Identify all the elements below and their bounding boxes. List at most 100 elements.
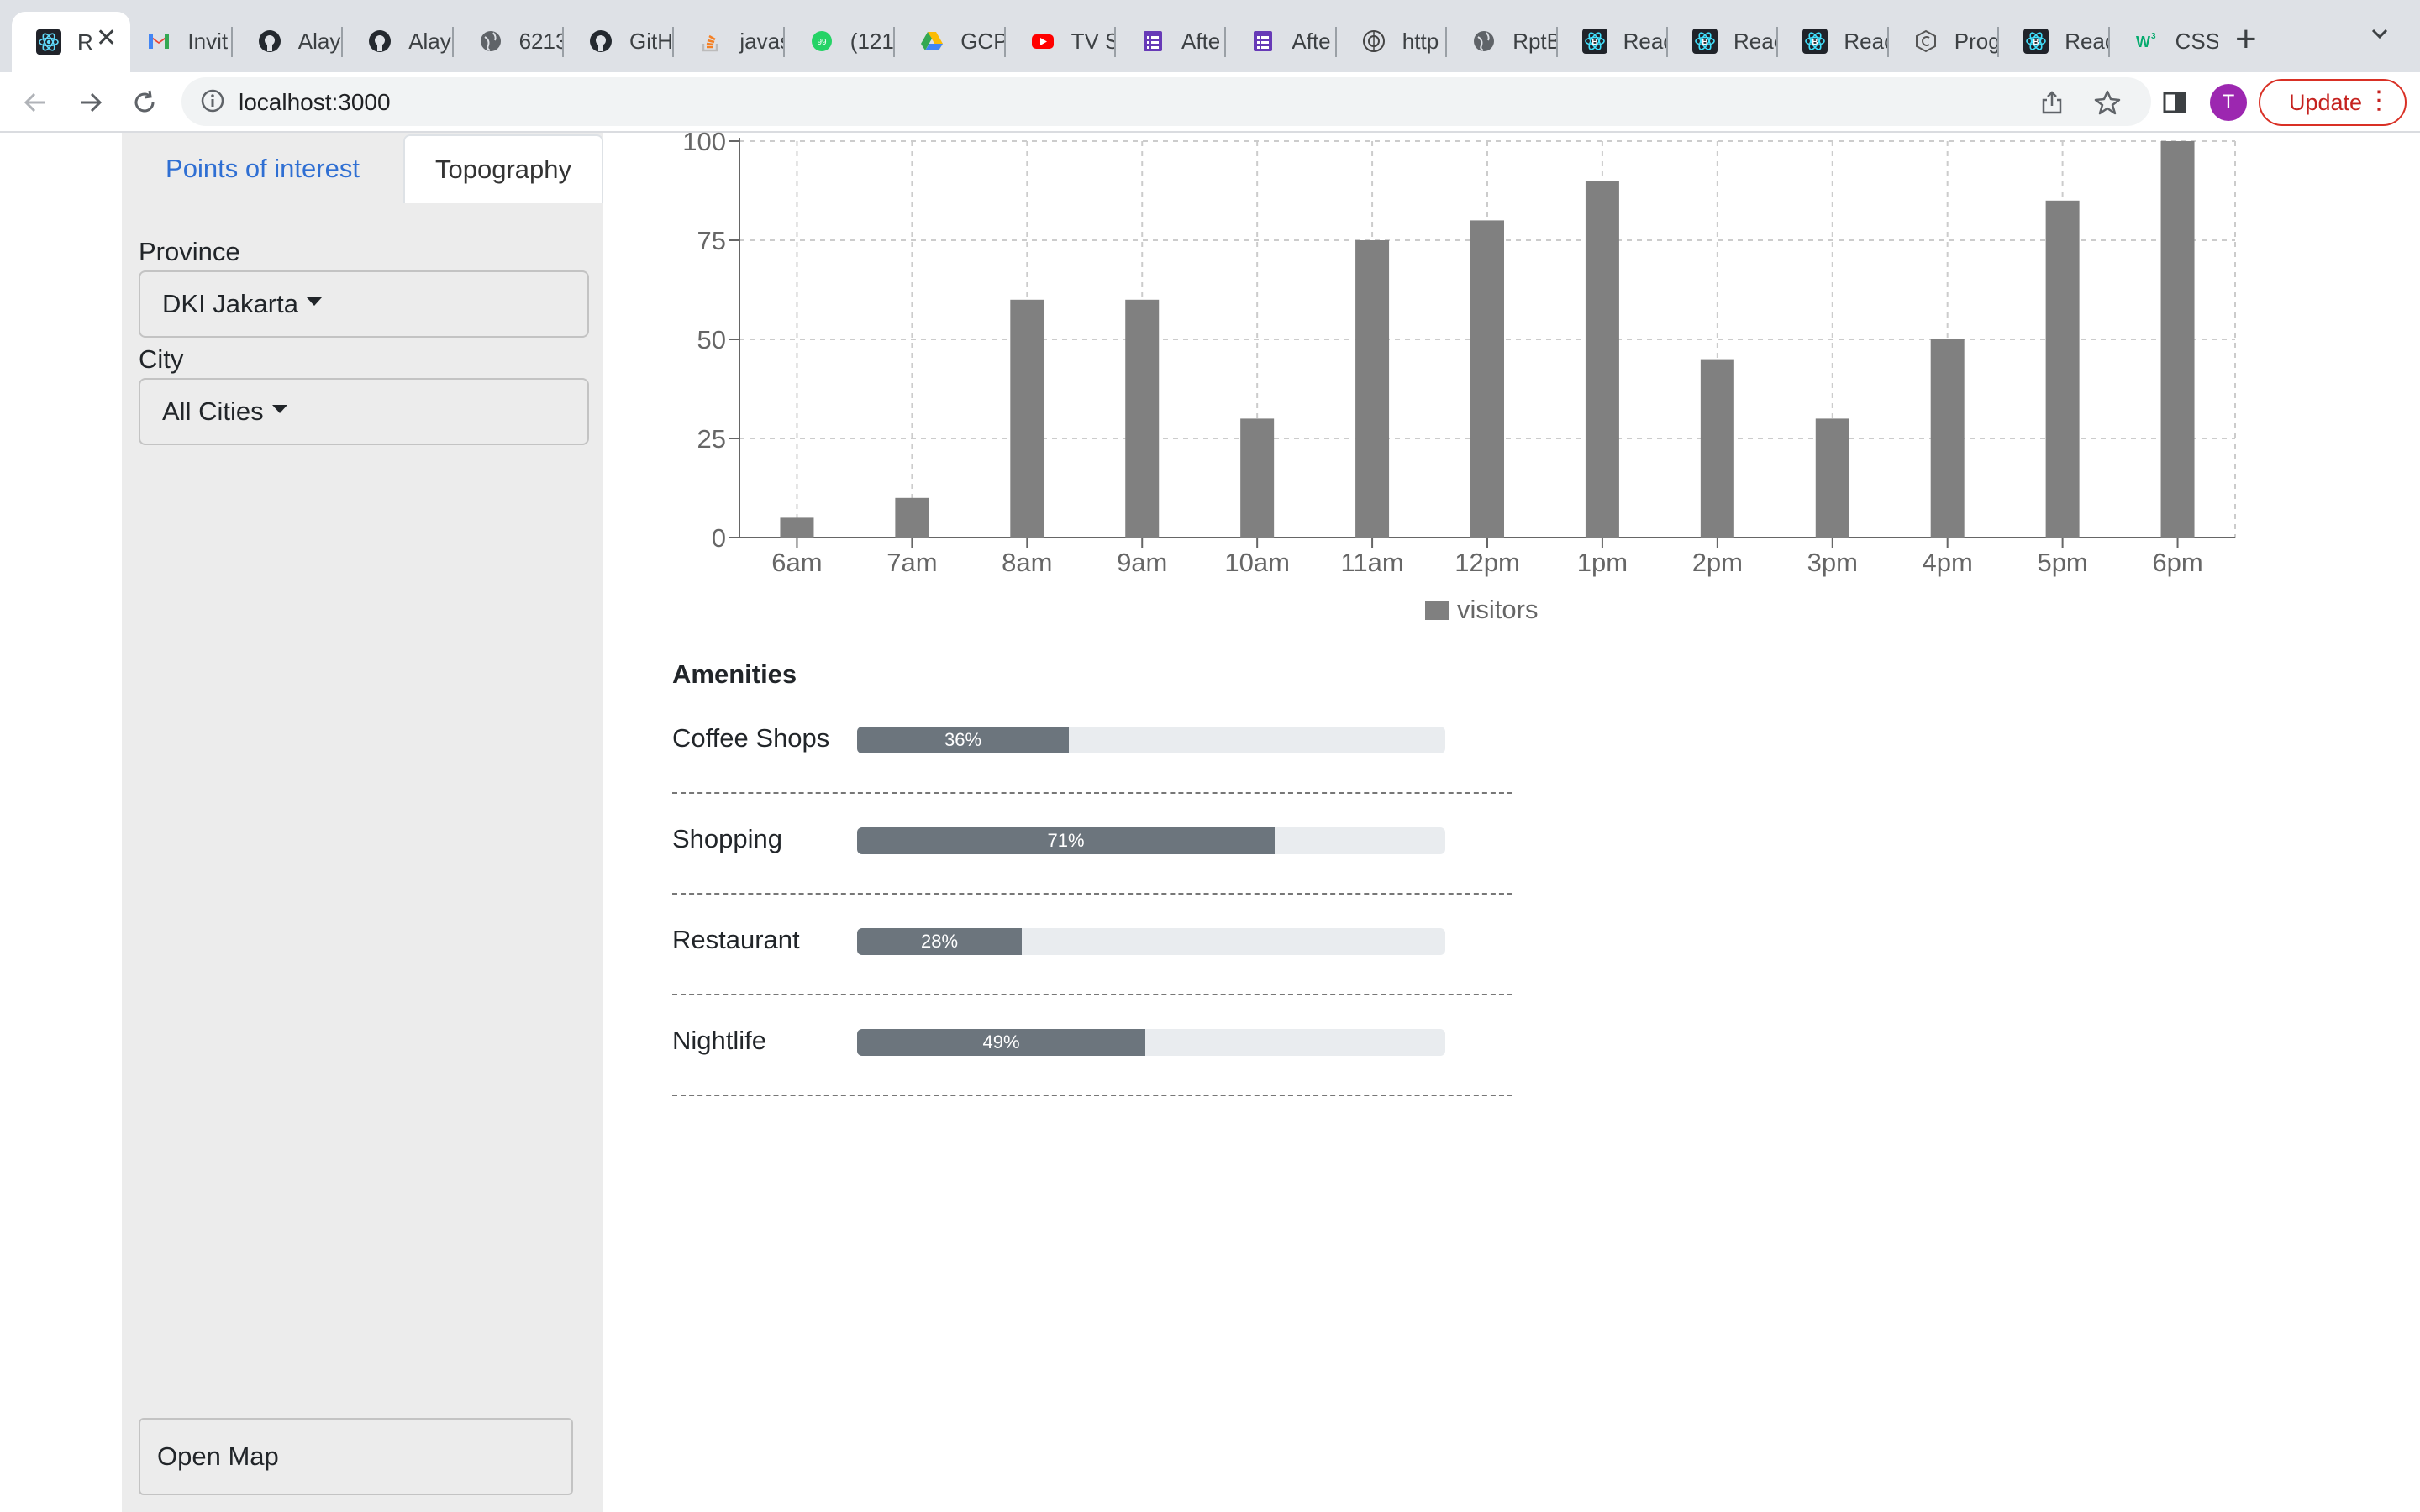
tab-title: (121) xyxy=(850,28,894,54)
browser-tab[interactable]: Alayl xyxy=(343,13,452,69)
browser-tab[interactable]: GCP xyxy=(895,13,1004,69)
amenity-progress: 36% xyxy=(857,727,1445,753)
youtube-icon xyxy=(1029,28,1056,55)
browser-tab[interactable]: RptB xyxy=(1447,13,1556,69)
more-vert-icon[interactable]: ⋮ xyxy=(2366,87,2391,114)
back-button[interactable] xyxy=(20,87,50,118)
browser-tab[interactable]: B Reac xyxy=(1668,13,1776,69)
github-icon xyxy=(587,28,614,55)
share-button[interactable] xyxy=(2037,87,2067,118)
tab-separator xyxy=(1334,27,1337,57)
tab-separator xyxy=(230,27,233,57)
x-tick-label: 4pm xyxy=(1923,548,1973,577)
bookmark-button[interactable] xyxy=(2092,87,2123,118)
svg-text:3: 3 xyxy=(2151,32,2156,41)
tab-separator xyxy=(562,27,564,57)
browser-tab[interactable]: R xyxy=(12,12,131,72)
side-panel-icon xyxy=(2163,92,2186,113)
github-icon xyxy=(366,28,393,55)
site-info-icon[interactable] xyxy=(200,88,225,118)
open-map-button[interactable]: Open Map xyxy=(139,1418,573,1495)
bar-2pm xyxy=(1700,359,1734,538)
tab-title: Prog xyxy=(1954,28,1998,54)
browser-tab[interactable]: Afte xyxy=(1116,13,1224,69)
browser-tab[interactable]: TV S xyxy=(1006,13,1114,69)
browser-tab[interactable]: GitH xyxy=(564,13,672,69)
browser-tab[interactable]: B Reac xyxy=(1778,13,1887,69)
browser-tab[interactable]: B Reac xyxy=(1558,13,1666,69)
tab-topography[interactable]: Topography xyxy=(403,134,603,203)
close-tab-icon[interactable]: ✕ xyxy=(96,24,118,52)
browser-tab-strip xyxy=(0,0,2420,72)
province-label: Province xyxy=(139,237,240,266)
browser-tab[interactable]: B Reac xyxy=(1999,13,2108,69)
profile-avatar[interactable]: T xyxy=(2210,84,2247,121)
province-dropdown[interactable]: DKI Jakarta xyxy=(139,270,589,338)
x-tick-label: 8am xyxy=(1002,548,1052,577)
side-panel-button[interactable] xyxy=(2160,87,2190,118)
share-icon xyxy=(2042,91,2062,114)
bar-5pm xyxy=(2045,200,2080,538)
svg-text:B: B xyxy=(1702,38,1707,47)
x-tick-label: 11am xyxy=(1340,548,1403,577)
arrow-right-icon xyxy=(81,92,103,113)
new-tab-button[interactable]: + xyxy=(2235,18,2257,60)
city-dropdown[interactable]: All Cities xyxy=(139,378,589,445)
browser-tab[interactable]: W 3 CSS xyxy=(2110,13,2218,69)
browser-tab[interactable]: javas xyxy=(674,13,783,69)
x-tick-label: 2pm xyxy=(1692,548,1743,577)
x-tick-label: 12pm xyxy=(1455,548,1520,577)
browser-tab[interactable]: 6213 xyxy=(454,13,562,69)
x-tick-label: 1pm xyxy=(1577,548,1628,577)
svg-text:B: B xyxy=(1591,38,1597,47)
tab-points-of-interest[interactable]: Points of interest xyxy=(166,154,360,183)
x-tick-label: 7am xyxy=(886,548,937,577)
legend-swatch xyxy=(1425,601,1449,620)
amenity-label: Nightlife xyxy=(672,1026,766,1055)
react-icon xyxy=(35,29,62,55)
browser-tab[interactable]: 99 (121) xyxy=(785,13,893,69)
forms-icon xyxy=(1139,28,1166,55)
province-value: DKI Jakarta xyxy=(162,289,298,318)
reload-button[interactable] xyxy=(129,87,160,118)
tab-separator xyxy=(341,27,344,57)
tab-separator xyxy=(2107,27,2110,57)
tab-title: R xyxy=(77,29,93,55)
amenity-progress-bar: 71% xyxy=(857,827,1275,854)
tab-separator xyxy=(1886,27,1889,57)
url-text: localhost:3000 xyxy=(239,89,391,115)
svg-text:99: 99 xyxy=(817,38,827,47)
amenity-row: Shopping 71% xyxy=(672,794,1512,895)
bar-1pm xyxy=(1585,181,1619,538)
tab-search-button[interactable] xyxy=(2368,22,2391,50)
browser-tab[interactable]: Alayl xyxy=(233,13,341,69)
globe-icon xyxy=(1470,28,1497,55)
browser-tab[interactable]: Invit xyxy=(122,13,230,69)
browser-tab[interactable]: Afte xyxy=(1226,13,1334,69)
tab-separator xyxy=(1555,27,1558,57)
amenity-progress-bar: 36% xyxy=(857,727,1069,753)
browser-tab[interactable]: Prog xyxy=(1889,13,1997,69)
bar-4pm xyxy=(1930,339,1965,538)
address-bar[interactable]: localhost:3000 xyxy=(182,77,2151,126)
y-tick-label: 100 xyxy=(682,127,726,156)
x-tick-label: 6am xyxy=(771,548,822,577)
tab-separator xyxy=(1224,27,1227,57)
bar-6am xyxy=(780,517,814,538)
google-drive-icon xyxy=(918,28,945,55)
update-button[interactable]: Update ⋮ xyxy=(2259,79,2407,126)
chevron-down-icon xyxy=(2371,29,2388,39)
react-bootstrap-icon: B xyxy=(1691,28,1718,55)
tab-separator xyxy=(1003,27,1006,57)
github-icon xyxy=(256,28,283,55)
bar-10am xyxy=(1240,418,1275,538)
bar-8am xyxy=(1010,299,1044,538)
forward-button[interactable] xyxy=(76,87,106,118)
amenity-label: Shopping xyxy=(672,824,783,853)
stackoverflow-icon xyxy=(697,28,724,55)
caret-down-icon xyxy=(271,405,287,413)
emblem-icon xyxy=(1360,28,1387,55)
amenity-row: Restaurant 28% xyxy=(672,895,1512,995)
browser-tab[interactable]: http xyxy=(1337,13,1445,69)
bar-11am xyxy=(1355,240,1390,538)
